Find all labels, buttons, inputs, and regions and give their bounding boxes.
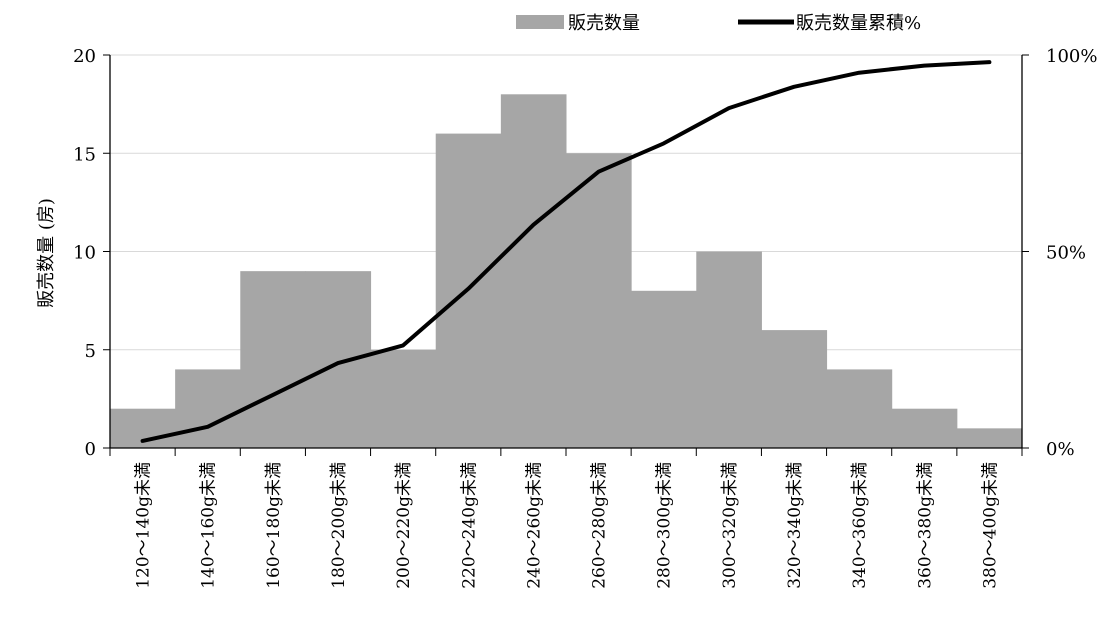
- bar-11: [761, 330, 828, 448]
- category-label: 280～300g未満: [655, 462, 675, 589]
- bar-12: [826, 369, 893, 448]
- bars: [110, 94, 1023, 449]
- bar-5: [370, 349, 437, 448]
- bar-8: [566, 153, 632, 448]
- y2-tick-label: 0%: [1046, 439, 1075, 460]
- category-label: 240～260g未満: [524, 462, 544, 589]
- category-label: 220～240g未満: [459, 462, 479, 589]
- legend: 販売数量 販売数量累積%: [516, 13, 921, 34]
- y2-tick-label: 100%: [1046, 46, 1097, 67]
- category-label: 140～160g未満: [199, 462, 219, 589]
- bar-4: [305, 271, 372, 448]
- category-label: 180～200g未満: [329, 462, 349, 589]
- category-label: 160～180g未満: [264, 462, 284, 589]
- bar-13: [891, 408, 958, 448]
- cumulative-line: [140, 60, 992, 443]
- left-axis-ticks: 0 5 10 15 20: [73, 46, 110, 460]
- category-label: 320～340g未満: [785, 462, 805, 589]
- y-tick-label: 15: [73, 144, 96, 165]
- category-label: 120～140g未満: [134, 462, 154, 589]
- category-label: 300～320g未満: [720, 462, 740, 589]
- right-axis-ticks: 0% 50% 100%: [1022, 46, 1097, 460]
- category-label: 260～280g未満: [590, 462, 610, 589]
- cumulative-line-layer: [140, 60, 992, 443]
- category-labels: 120～140g未満 140～160g未満 160～180g未満 180～200g未満…: [134, 462, 1001, 589]
- y-tick-label: 0: [85, 439, 96, 460]
- legend-line-label: 販売数量累積%: [796, 13, 921, 34]
- y-tick-label: 5: [85, 341, 96, 362]
- bar-2: [175, 369, 241, 448]
- category-label: 200～220g未満: [394, 462, 414, 589]
- category-label: 340～360g未満: [850, 462, 870, 589]
- y-axis-label: 販売数量 (房): [36, 198, 57, 308]
- bar-3: [240, 271, 306, 448]
- category-label: 380～400g未満: [980, 462, 1000, 589]
- bar-14: [956, 428, 1023, 448]
- bar-7: [500, 94, 567, 449]
- y2-tick-label: 50%: [1046, 243, 1086, 264]
- y-tick-label: 10: [73, 243, 96, 264]
- bar-9: [631, 290, 697, 448]
- legend-bar-swatch: [516, 15, 564, 29]
- legend-bar-label: 販売数量: [568, 13, 640, 34]
- bar-10: [696, 251, 762, 448]
- category-label: 360～380g未満: [915, 462, 935, 589]
- y-tick-label: 20: [73, 46, 96, 67]
